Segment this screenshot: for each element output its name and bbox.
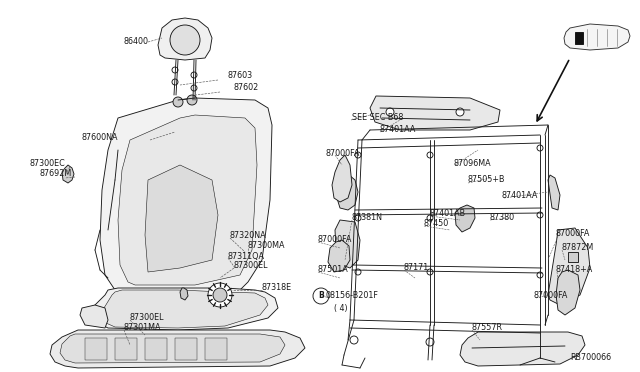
Polygon shape — [556, 270, 580, 315]
Polygon shape — [60, 334, 285, 363]
Polygon shape — [180, 288, 188, 300]
Polygon shape — [332, 155, 352, 202]
Polygon shape — [564, 24, 630, 50]
Circle shape — [187, 95, 197, 105]
Text: 87418+A: 87418+A — [556, 266, 593, 275]
Polygon shape — [85, 338, 107, 360]
Text: 87450: 87450 — [424, 219, 449, 228]
Polygon shape — [158, 18, 212, 60]
Circle shape — [208, 283, 232, 307]
Circle shape — [427, 152, 433, 158]
Polygon shape — [548, 175, 560, 210]
Circle shape — [456, 108, 464, 116]
Polygon shape — [548, 228, 590, 305]
Circle shape — [355, 269, 361, 275]
Text: 87505+B: 87505+B — [468, 176, 506, 185]
Circle shape — [426, 338, 434, 346]
Polygon shape — [50, 330, 305, 368]
Circle shape — [427, 269, 433, 275]
Polygon shape — [175, 338, 197, 360]
Polygon shape — [335, 220, 360, 268]
Circle shape — [536, 336, 544, 344]
Text: 87401AA: 87401AA — [502, 192, 538, 201]
Circle shape — [172, 67, 178, 73]
Text: B: B — [318, 292, 324, 301]
Text: 87557R: 87557R — [472, 324, 503, 333]
Polygon shape — [100, 98, 272, 295]
Text: RB700066: RB700066 — [570, 353, 611, 362]
Text: 87380: 87380 — [490, 214, 515, 222]
Text: 87096MA: 87096MA — [454, 158, 492, 167]
Text: 87000FA: 87000FA — [318, 235, 353, 244]
Circle shape — [355, 215, 361, 221]
Circle shape — [350, 336, 358, 344]
Text: 87000FA: 87000FA — [534, 292, 568, 301]
Circle shape — [191, 72, 197, 78]
Text: 87300MA: 87300MA — [248, 241, 285, 250]
Text: 87301MA: 87301MA — [124, 324, 161, 333]
Text: 87300EL: 87300EL — [130, 314, 164, 323]
Text: 87300EL: 87300EL — [234, 262, 269, 270]
Circle shape — [537, 145, 543, 151]
Circle shape — [386, 108, 394, 116]
Text: 87000FA: 87000FA — [326, 148, 360, 157]
Polygon shape — [62, 165, 74, 183]
Text: 87401AB: 87401AB — [430, 209, 466, 218]
Polygon shape — [205, 338, 227, 360]
Circle shape — [213, 288, 227, 302]
Circle shape — [173, 97, 183, 107]
Text: SEE SEC B68: SEE SEC B68 — [352, 113, 403, 122]
Text: 87311QA: 87311QA — [228, 251, 265, 260]
Circle shape — [537, 212, 543, 218]
Polygon shape — [455, 205, 475, 232]
Polygon shape — [370, 96, 500, 130]
Text: 87318E: 87318E — [262, 283, 292, 292]
Text: 87872M: 87872M — [562, 244, 595, 253]
Text: 87501A: 87501A — [318, 266, 349, 275]
Polygon shape — [328, 240, 350, 272]
Polygon shape — [568, 252, 578, 262]
Polygon shape — [145, 165, 218, 272]
Text: 87692M: 87692M — [40, 169, 72, 177]
Polygon shape — [80, 305, 108, 328]
Circle shape — [172, 79, 178, 85]
Text: 87320NA: 87320NA — [230, 231, 267, 241]
Polygon shape — [336, 174, 358, 210]
Text: ( 4): ( 4) — [334, 304, 348, 312]
Text: 87171: 87171 — [404, 263, 429, 273]
Circle shape — [170, 25, 200, 55]
Text: 87600NA: 87600NA — [82, 134, 118, 142]
Text: 87300EC: 87300EC — [30, 158, 66, 167]
Polygon shape — [145, 338, 167, 360]
Text: 86400: 86400 — [123, 38, 148, 46]
Text: 87000FA: 87000FA — [556, 230, 590, 238]
Circle shape — [313, 288, 329, 304]
Circle shape — [191, 85, 197, 91]
Text: 87381N: 87381N — [352, 214, 383, 222]
Text: 87603: 87603 — [228, 71, 253, 80]
Circle shape — [355, 152, 361, 158]
Polygon shape — [460, 332, 585, 366]
Polygon shape — [115, 338, 137, 360]
Polygon shape — [102, 290, 268, 328]
Circle shape — [537, 272, 543, 278]
Text: 87401AA: 87401AA — [380, 125, 417, 135]
Polygon shape — [575, 32, 583, 44]
Polygon shape — [92, 288, 278, 330]
Circle shape — [427, 215, 433, 221]
Polygon shape — [118, 115, 257, 285]
Text: 87602: 87602 — [234, 83, 259, 93]
Text: 08156-B201F: 08156-B201F — [326, 292, 379, 301]
